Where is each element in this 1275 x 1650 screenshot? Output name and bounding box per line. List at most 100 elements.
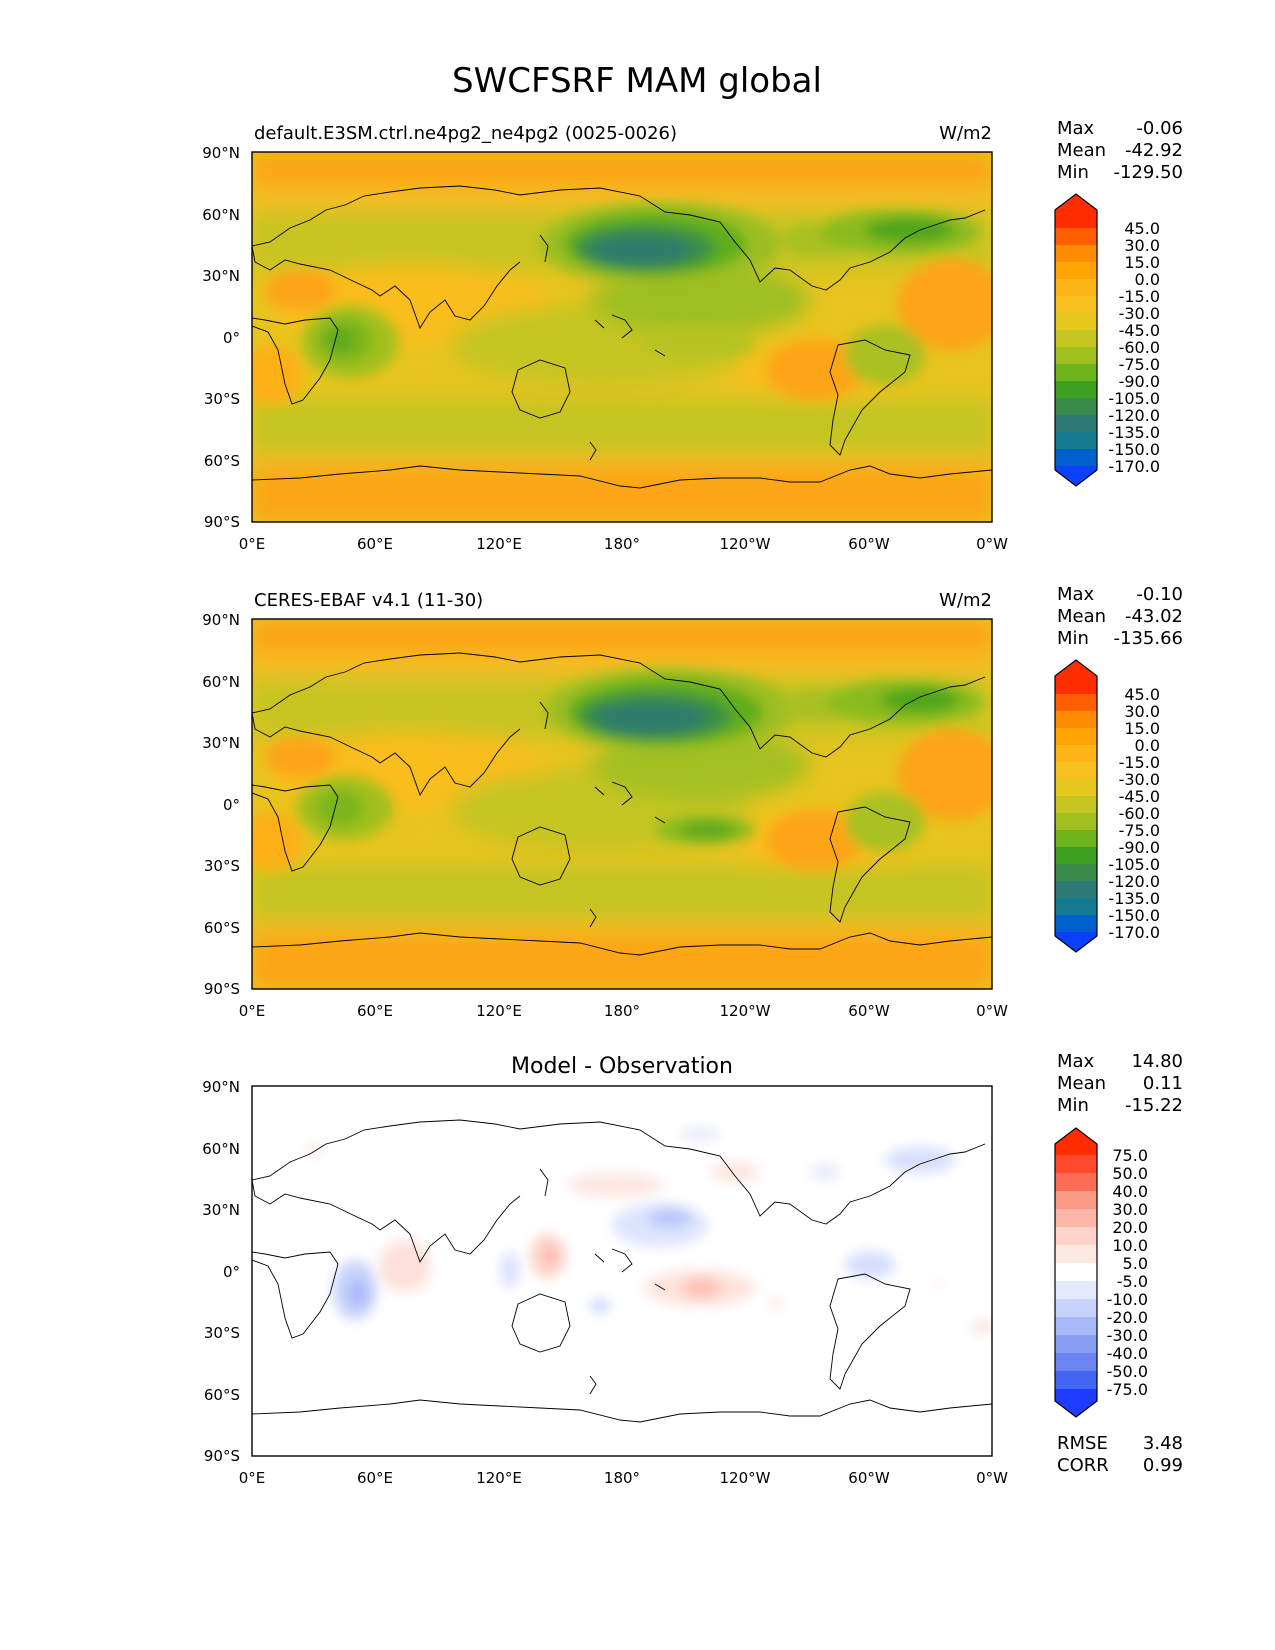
colorbar-swatch [1055, 1281, 1097, 1299]
colorbar-label: 30.0 [1124, 702, 1160, 721]
colorbar-swatch [1055, 1371, 1097, 1389]
stat-label: Mean [1057, 140, 1106, 161]
colorbar-label: 20.0 [1112, 1218, 1148, 1237]
y-tick-label: 0° [223, 1263, 240, 1281]
stat-label: Min [1057, 1095, 1089, 1116]
map-frame-obs [251, 618, 993, 990]
x-tick-label: 120°E [476, 1002, 522, 1020]
colorbar-swatch [1055, 830, 1097, 847]
colorbar-swatch [1055, 1155, 1097, 1173]
y-tick-label: 90°N [202, 1078, 240, 1096]
stat-value: -15.22 [1125, 1095, 1183, 1116]
stat-value: -0.06 [1136, 118, 1183, 139]
colorbar-label: -105.0 [1108, 855, 1160, 874]
colorbar-label: -60.0 [1119, 804, 1160, 823]
stat-label: Mean [1057, 606, 1106, 627]
panel-left-title: default.E3SM.ctrl.ne4pg2_ne4pg2 (0025-00… [254, 123, 677, 144]
colorbar-swatch [1055, 381, 1097, 398]
stat-value: -43.02 [1125, 606, 1183, 627]
colorbar-swatch [1055, 245, 1097, 262]
colorbar-swatch [1055, 228, 1097, 245]
colorbar-swatch [1055, 313, 1097, 330]
colorbar-label: 15.0 [1124, 719, 1160, 738]
x-tick-label: 120°E [476, 535, 522, 553]
colorbar-outline [1054, 659, 1098, 953]
colorbar-label: -135.0 [1108, 889, 1160, 908]
colorbar-label: -15.0 [1119, 753, 1160, 772]
colorbar-outline [1054, 193, 1098, 487]
x-tick-label: 180° [604, 1469, 640, 1487]
colorbar-label: 15.0 [1124, 253, 1160, 272]
y-tick-label: 30°N [202, 1201, 240, 1219]
x-tick-label: 0°W [976, 535, 1008, 553]
x-tick-label: 60°W [848, 1469, 890, 1487]
colorbar-label: -75.0 [1119, 821, 1160, 840]
x-tick-label: 60°E [357, 1469, 393, 1487]
colorbar-label: 40.0 [1112, 1182, 1148, 1201]
stat-label: Min [1057, 162, 1089, 183]
colorbar-swatch [1055, 1353, 1097, 1371]
colorbar-swatch [1055, 796, 1097, 813]
map-frame-diff [251, 1085, 993, 1457]
colorbar-extend-bottom [1055, 932, 1097, 952]
map-frame-model [251, 151, 993, 523]
colorbar-label: -20.0 [1107, 1308, 1148, 1327]
stat-value: 3.48 [1143, 1433, 1183, 1454]
map-field-obs [252, 619, 992, 989]
colorbar-swatch [1055, 1227, 1097, 1245]
stat-label: Min [1057, 628, 1089, 649]
colorbar-label: -75.0 [1107, 1380, 1148, 1399]
coastline-obs [252, 652, 992, 956]
stat-value: -129.50 [1114, 162, 1183, 183]
y-tick-labels: 90°N 60°N 30°N 0° 30°S 60°S 90°S [202, 1078, 240, 1465]
panel-left-title: CERES-EBAF v4.1 (11-30) [254, 590, 483, 611]
x-tick-label: 0°E [239, 535, 266, 553]
colorbar-swatch [1055, 745, 1097, 762]
y-tick-label: 90°S [204, 980, 240, 998]
colorbar-label: 0.0 [1135, 270, 1160, 289]
x-tick-label: 0°W [976, 1002, 1008, 1020]
colorbar-swatch [1055, 347, 1097, 364]
coastline-diff [252, 1119, 992, 1423]
x-tick-label: 0°E [239, 1469, 266, 1487]
map-field-diff [252, 1086, 992, 1456]
colorbar-label: -170.0 [1108, 457, 1160, 476]
y-tick-label: 60°N [202, 673, 240, 691]
stat-value: -42.92 [1125, 140, 1183, 161]
colorbar-swatch [1055, 330, 1097, 347]
y-tick-labels: 90°N 60°N 30°N 0° 30°S 60°S 90°S [202, 611, 240, 998]
y-tick-label: 90°N [202, 611, 240, 629]
colorbar-label: -150.0 [1108, 440, 1160, 459]
stats-block: Max 14.80 Mean 0.11 Min -15.22 [1057, 1051, 1183, 1116]
colorbar-label: -10.0 [1107, 1290, 1148, 1309]
colorbar-label: -45.0 [1119, 321, 1160, 340]
x-tick-label: 60°E [357, 1002, 393, 1020]
colorbar-label: 45.0 [1124, 685, 1160, 704]
x-tick-label: 0°E [239, 1002, 266, 1020]
y-tick-label: 30°N [202, 267, 240, 285]
stats-block: Max -0.06 Mean -42.92 Min -129.50 [1057, 118, 1183, 183]
colorbar-outline [1054, 1127, 1098, 1418]
y-tick-label: 90°S [204, 513, 240, 531]
colorbar-swatch [1055, 1335, 1097, 1353]
colorbar-label: -30.0 [1119, 304, 1160, 323]
stat-label: Max [1057, 584, 1095, 605]
colorbar-label: -150.0 [1108, 906, 1160, 925]
x-tick-label: 60°E [357, 535, 393, 553]
stat-value: 14.80 [1131, 1051, 1183, 1072]
stat-label: RMSE [1057, 1433, 1108, 1454]
colorbar-extend-bottom [1055, 1389, 1097, 1417]
colorbar-label: 50.0 [1112, 1164, 1148, 1183]
stat-label: Mean [1057, 1073, 1106, 1094]
colorbar-model: 45.0 30.0 15.0 0.0 -15.0 -30.0 -45.0 -60… [1054, 193, 1160, 487]
x-tick-label: 60°W [848, 1002, 890, 1020]
y-tick-label: 30°S [204, 1324, 240, 1342]
colorbar-label: 75.0 [1112, 1146, 1148, 1165]
x-tick-label: 120°W [720, 1469, 771, 1487]
colorbar-swatch [1055, 1173, 1097, 1191]
colorbar-swatch [1055, 398, 1097, 415]
colorbar-label: -60.0 [1119, 338, 1160, 357]
colorbar-label: -90.0 [1119, 372, 1160, 391]
colorbar-swatch [1055, 762, 1097, 779]
